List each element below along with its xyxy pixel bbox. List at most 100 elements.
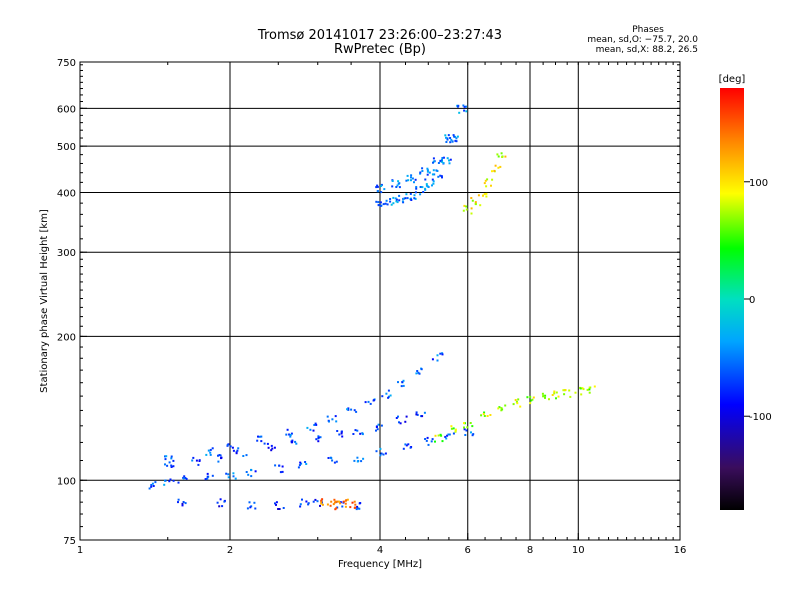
data-point bbox=[405, 415, 408, 418]
data-point bbox=[437, 434, 440, 437]
data-point bbox=[359, 432, 362, 435]
data-point bbox=[517, 398, 520, 401]
data-point bbox=[326, 503, 329, 506]
data-point bbox=[553, 390, 556, 393]
data-point bbox=[424, 438, 427, 440]
data-point bbox=[446, 434, 449, 437]
data-point bbox=[407, 179, 410, 182]
data-point bbox=[369, 402, 372, 405]
data-point bbox=[471, 434, 474, 437]
colorbar-tick-label: 100 bbox=[749, 178, 768, 189]
data-point bbox=[432, 160, 435, 163]
data-point bbox=[451, 140, 454, 143]
data-point bbox=[335, 420, 338, 423]
data-point bbox=[319, 436, 322, 439]
data-point bbox=[221, 505, 224, 508]
data-point bbox=[454, 428, 457, 431]
data-point bbox=[170, 464, 173, 467]
data-point bbox=[398, 182, 401, 185]
y-axis-label: Stationary phase Virtual Height [km] bbox=[39, 209, 50, 393]
data-point bbox=[279, 471, 282, 474]
data-point bbox=[448, 159, 450, 162]
data-point bbox=[321, 503, 324, 506]
data-point bbox=[351, 501, 354, 504]
data-point bbox=[441, 159, 443, 162]
data-point bbox=[211, 447, 214, 450]
data-point bbox=[580, 393, 583, 396]
data-point bbox=[345, 499, 348, 502]
data-point bbox=[402, 379, 405, 382]
data-point bbox=[501, 408, 504, 411]
data-point bbox=[529, 402, 532, 405]
data-point bbox=[177, 498, 180, 501]
colorbar-label: [deg] bbox=[719, 74, 746, 85]
data-point bbox=[474, 201, 477, 204]
data-point bbox=[391, 185, 394, 188]
data-point bbox=[531, 398, 534, 401]
y-tick-label: 500 bbox=[57, 142, 76, 153]
data-point bbox=[184, 502, 187, 505]
data-point bbox=[316, 500, 319, 503]
data-point bbox=[465, 208, 468, 211]
data-point bbox=[416, 413, 419, 416]
data-point bbox=[334, 500, 337, 503]
data-point bbox=[404, 443, 407, 446]
data-point bbox=[456, 105, 459, 108]
data-point bbox=[512, 403, 515, 406]
data-point bbox=[514, 399, 517, 401]
data-point bbox=[270, 444, 273, 447]
data-point bbox=[315, 438, 318, 441]
data-point bbox=[248, 501, 251, 504]
data-point bbox=[350, 408, 353, 411]
data-point bbox=[362, 457, 365, 460]
data-point bbox=[406, 174, 409, 177]
data-point bbox=[442, 162, 445, 165]
data-point bbox=[454, 430, 457, 433]
data-point bbox=[376, 190, 379, 193]
data-point bbox=[382, 453, 385, 456]
data-point bbox=[480, 414, 483, 417]
data-point bbox=[197, 463, 200, 466]
data-point bbox=[446, 137, 449, 140]
data-point bbox=[500, 407, 503, 410]
data-point bbox=[449, 158, 452, 161]
data-point bbox=[320, 500, 323, 503]
data-point bbox=[432, 169, 435, 172]
data-point bbox=[439, 159, 442, 162]
data-point bbox=[529, 395, 532, 398]
data-point bbox=[349, 506, 352, 509]
data-point bbox=[426, 436, 429, 439]
data-point bbox=[306, 426, 309, 429]
data-point bbox=[421, 170, 424, 172]
data-point bbox=[413, 197, 416, 200]
data-point bbox=[423, 411, 426, 414]
grid-lines bbox=[80, 62, 680, 540]
data-point bbox=[235, 452, 238, 455]
data-point bbox=[420, 368, 423, 371]
data-point bbox=[347, 408, 350, 411]
data-point bbox=[483, 411, 486, 414]
data-point bbox=[447, 433, 450, 436]
data-point bbox=[192, 456, 195, 459]
data-point bbox=[448, 162, 451, 165]
data-point bbox=[154, 481, 157, 484]
data-point bbox=[376, 184, 379, 187]
data-point bbox=[340, 432, 343, 435]
data-point bbox=[486, 178, 489, 181]
data-point bbox=[209, 453, 212, 456]
data-point bbox=[544, 394, 547, 397]
data-point bbox=[384, 202, 387, 205]
data-point bbox=[465, 105, 468, 108]
data-point bbox=[375, 429, 377, 432]
data-point bbox=[390, 203, 393, 206]
data-point bbox=[415, 187, 418, 190]
data-point bbox=[375, 200, 378, 203]
data-point bbox=[398, 194, 401, 197]
data-point bbox=[295, 442, 298, 445]
data-point bbox=[470, 207, 473, 210]
data-point bbox=[437, 175, 440, 178]
data-point bbox=[317, 440, 320, 443]
data-point bbox=[333, 461, 336, 464]
data-point bbox=[395, 417, 398, 419]
